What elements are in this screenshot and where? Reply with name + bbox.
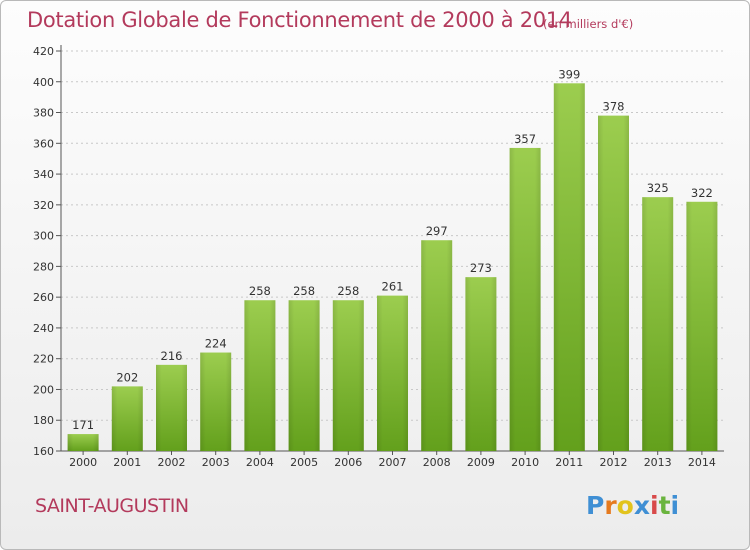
town-name: SAINT-AUGUSTIN xyxy=(35,495,189,517)
data-label: 216 xyxy=(161,349,183,363)
y-tick-label: 360 xyxy=(33,137,54,150)
y-tick-label: 400 xyxy=(33,76,54,89)
bar-shade xyxy=(421,240,453,451)
x-tick-label: 2012 xyxy=(600,456,628,469)
data-label: 224 xyxy=(205,337,227,351)
data-label: 258 xyxy=(249,284,271,298)
bar-shade xyxy=(288,300,320,451)
logo-letter: i xyxy=(670,491,680,520)
data-label: 202 xyxy=(116,370,138,384)
logo-letter: P xyxy=(586,491,605,520)
y-tick-label: 240 xyxy=(33,322,54,335)
proxiti-logo[interactable]: Proxiti xyxy=(586,491,679,520)
data-label: 273 xyxy=(470,261,492,275)
logo-letter: r xyxy=(604,491,617,520)
chart-unit: (en milliers d'€) xyxy=(543,17,634,31)
bar-shade xyxy=(553,83,585,452)
data-label: 297 xyxy=(426,224,448,238)
bar-shade xyxy=(200,352,232,451)
bar-shade xyxy=(509,147,541,451)
logo-letter: i xyxy=(650,491,659,520)
bar-shade xyxy=(642,197,674,451)
y-tick-label: 180 xyxy=(33,414,54,427)
x-tick-label: 2004 xyxy=(246,456,274,469)
x-tick-label: 2010 xyxy=(511,456,539,469)
bar-shade xyxy=(244,300,276,451)
x-tick-label: 2009 xyxy=(467,456,495,469)
bar-shade xyxy=(465,277,497,451)
y-tick-label: 380 xyxy=(33,107,54,120)
x-tick-label: 2000 xyxy=(69,456,97,469)
x-tick-label: 2005 xyxy=(290,456,318,469)
data-labels: 171 202 216 224 258 258 258 261 297 273 357 399 378 3… xyxy=(72,67,713,432)
y-tick-label: 200 xyxy=(33,383,54,396)
y-tick-label: 420 xyxy=(33,45,54,58)
bar-shade xyxy=(332,300,364,451)
x-tick-label: 2003 xyxy=(202,456,230,469)
data-label: 357 xyxy=(514,132,536,146)
bar-shade xyxy=(598,115,629,451)
y-tick-label: 220 xyxy=(33,353,54,366)
bar-shade xyxy=(67,434,99,451)
bars xyxy=(67,83,718,452)
logo-letter: o xyxy=(616,491,634,520)
y-tick-label: 340 xyxy=(33,168,54,181)
data-label: 258 xyxy=(293,284,315,298)
bar-shade xyxy=(111,386,143,451)
bar-shade xyxy=(686,201,718,451)
logo-letter: t xyxy=(658,491,671,520)
x-tick-label: 2001 xyxy=(113,456,141,469)
data-label: 258 xyxy=(337,284,359,298)
y-tick-label: 300 xyxy=(33,230,54,243)
x-tick-label: 2014 xyxy=(688,456,716,469)
x-tick-label: 2007 xyxy=(379,456,407,469)
chart-title: Dotation Globale de Fonctionnement de 20… xyxy=(27,8,572,32)
data-label: 399 xyxy=(558,67,580,81)
x-tick-label: 2008 xyxy=(423,456,451,469)
data-label: 322 xyxy=(691,186,713,200)
x-tick-label: 2006 xyxy=(334,456,362,469)
x-tick-label: 2002 xyxy=(158,456,186,469)
data-label: 378 xyxy=(603,100,625,114)
data-label: 261 xyxy=(382,280,404,294)
y-tick-label: 160 xyxy=(33,445,54,458)
y-tick-label: 260 xyxy=(33,291,54,304)
y-tick-label: 280 xyxy=(33,260,54,273)
bar-shade xyxy=(156,364,187,451)
x-tick-label: 2011 xyxy=(555,456,583,469)
data-label: 171 xyxy=(72,418,94,432)
axes: 160 180 200 220 240 260 280 300 320 340 360 380 400 4… xyxy=(33,45,724,469)
y-tick-label: 320 xyxy=(33,199,54,212)
bar-shade xyxy=(377,295,408,451)
logo-letter: x xyxy=(633,491,650,520)
data-label: 325 xyxy=(647,181,669,195)
x-tick-label: 2013 xyxy=(644,456,672,469)
